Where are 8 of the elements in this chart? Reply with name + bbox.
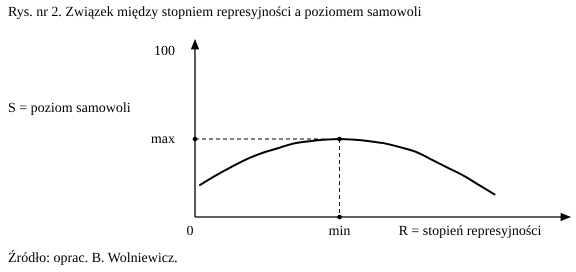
text: 100 [154, 44, 175, 59]
text: min [328, 224, 350, 239]
text: Źródło: oprac. B. Wolniewicz. [8, 249, 178, 266]
x-axis-title: R = stopień represyjności [398, 224, 542, 239]
y-axis-title: S = poziom samowoli [8, 101, 131, 116]
ref-line-label: max [150, 132, 175, 147]
text: 0 [186, 224, 194, 239]
chart-title: Rys. nr 2. Związek między stopniem represyjności a poziomem samowoli [8, 5, 422, 20]
